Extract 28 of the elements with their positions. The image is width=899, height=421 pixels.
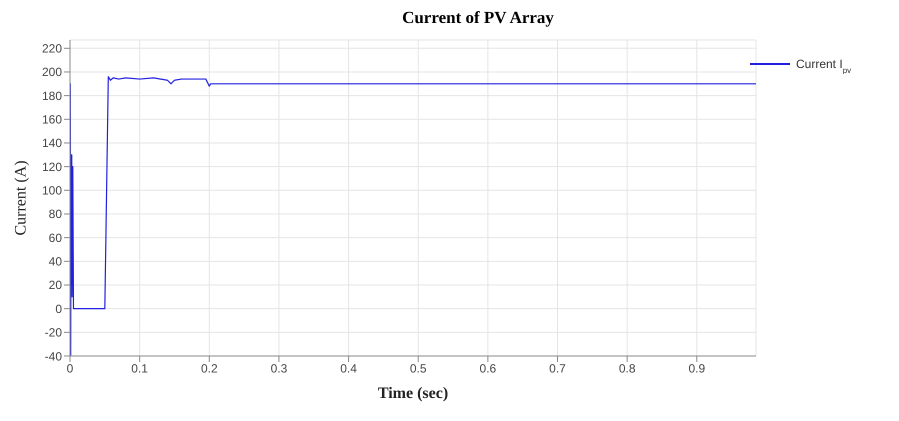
x-tick-label: 0.9	[688, 362, 706, 376]
y-tick-label: 120	[42, 160, 62, 174]
y-tick-label: 100	[42, 184, 62, 198]
y-tick-label: 0	[55, 302, 62, 316]
y-tick-label: 220	[42, 42, 62, 56]
y-tick-label: 200	[42, 65, 62, 80]
x-tick-label: 0.4	[340, 362, 358, 376]
x-tick-label: 0.3	[270, 362, 288, 376]
x-tick-label: 0	[66, 362, 74, 376]
y-tick-label: 60	[48, 230, 62, 245]
y-tick-label: 180	[42, 88, 62, 103]
x-tick-label: 0.7	[549, 362, 566, 376]
x-tick-label: 0.6	[480, 362, 497, 376]
x-tick-label: 0.8	[618, 362, 636, 376]
y-tick-label: 20	[48, 278, 62, 292]
chart-title: Current of PV Array	[401, 8, 555, 29]
y-tick-label: -20	[44, 326, 62, 340]
x-axis-title: Time (sec)	[378, 385, 448, 402]
y-tick-label: 160	[42, 112, 62, 127]
x-tick-label: 0.1	[131, 362, 148, 376]
y-tick-label: 80	[48, 207, 62, 222]
y-axis-title: Current (A)	[12, 160, 30, 236]
y-tick-label: -40	[44, 349, 62, 364]
legend-label: Current I$_{pv}$	[796, 57, 852, 74]
y-tick-label: 140	[42, 136, 62, 150]
x-tick-label: 0.5	[410, 362, 427, 376]
x-tick-label: 0.2	[200, 362, 218, 376]
y-tick-label: 40	[48, 254, 62, 269]
